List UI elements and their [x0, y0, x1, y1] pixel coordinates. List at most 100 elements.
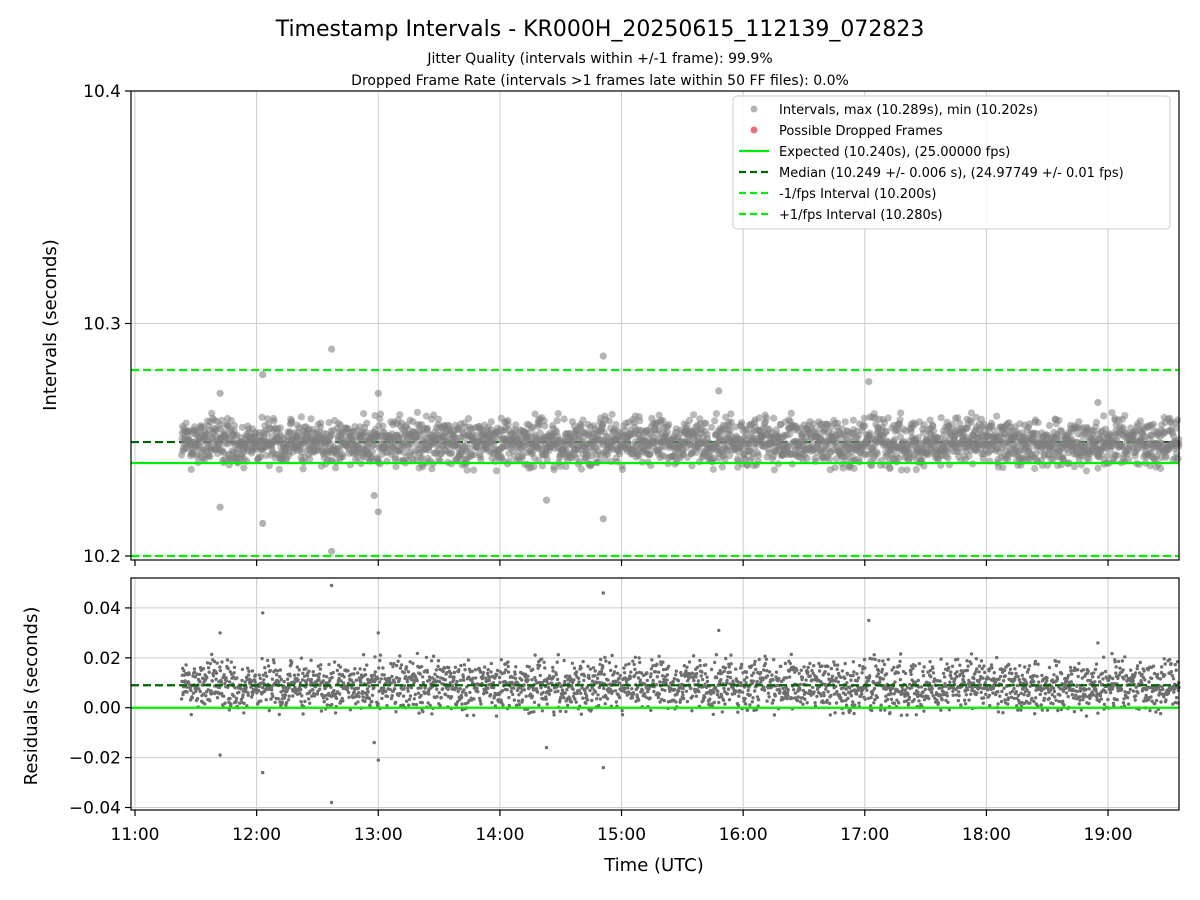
residual-point: [453, 665, 458, 669]
residual-point: [723, 666, 728, 670]
residual-point: [512, 686, 516, 690]
residual-point: [376, 676, 380, 681]
residual-point: [464, 693, 468, 697]
residual-point: [356, 686, 361, 690]
residual-point: [801, 702, 805, 706]
residual-point: [607, 661, 612, 665]
residual-point: [332, 688, 336, 693]
bottom-residual-points: [131, 583, 1181, 805]
residual-point: [823, 670, 827, 674]
residual-point: [547, 692, 551, 696]
residual-point: [352, 672, 356, 676]
residual-point: [456, 689, 460, 694]
interval-point: [299, 465, 307, 473]
residual-point: [574, 670, 579, 674]
residual-point: [392, 687, 397, 691]
legend-label-intervals: Intervals, max (10.289s), min (10.202s): [779, 103, 1038, 118]
residual-point: [834, 676, 838, 680]
interval-point: [1034, 418, 1042, 427]
interval-point: [1092, 418, 1101, 426]
interval-point: [472, 431, 480, 439]
residual-point: [602, 686, 606, 691]
residual-point: [772, 657, 776, 662]
residual-point: [259, 699, 263, 703]
interval-point: [536, 429, 544, 437]
residual-point: [239, 687, 243, 691]
residual-point: [586, 664, 590, 668]
residual-point: [618, 674, 623, 678]
residual-point: [662, 698, 666, 703]
residual-point: [844, 703, 849, 707]
residual-point: [834, 701, 839, 705]
residual-point: [492, 686, 496, 690]
residual-point: [489, 670, 493, 674]
residual-point: [394, 700, 398, 704]
residual-point: [808, 661, 812, 666]
interval-point: [487, 418, 495, 426]
residual-point: [486, 668, 490, 672]
interval-point: [562, 463, 570, 471]
residual-point: [781, 686, 785, 691]
residual-point: [674, 669, 678, 673]
residual-point: [308, 701, 312, 705]
residual-point: [285, 677, 290, 681]
interval-outlier-point: [542, 496, 551, 504]
residual-point: [417, 711, 421, 715]
residual-point: [622, 666, 626, 670]
legend-label-median: Median (10.249 +/- 0.006 s), (24.97749 +…: [779, 166, 1124, 181]
interval-point: [665, 420, 673, 428]
interval-point: [413, 408, 421, 416]
residual-point: [201, 667, 206, 671]
residual-point: [229, 660, 233, 664]
residual-point: [472, 697, 476, 701]
residual-point: [494, 714, 499, 718]
residual-point: [638, 678, 643, 682]
residual-point: [278, 668, 283, 672]
residual-point: [342, 675, 346, 679]
residual-point: [795, 698, 800, 703]
chart-subtitle-dropped: Dropped Frame Rate (intervals >1 frames …: [351, 73, 849, 89]
residual-point: [330, 675, 334, 680]
interval-point: [512, 421, 520, 429]
residual-point: [299, 656, 304, 660]
residual-point: [372, 686, 376, 690]
interval-outlier-point: [1094, 398, 1102, 407]
residual-point: [370, 693, 375, 697]
residual-point: [591, 666, 596, 670]
interval-point: [448, 449, 456, 457]
residual-point: [843, 676, 847, 681]
residual-point: [610, 653, 614, 658]
residual-point: [680, 690, 685, 694]
interval-point: [770, 414, 778, 422]
residual-point: [590, 679, 595, 683]
residual-point: [241, 693, 245, 697]
residual-point: [835, 667, 839, 671]
top-ytick-label-2: 10.4: [83, 82, 121, 102]
residual-point: [411, 702, 415, 706]
residual-point: [208, 661, 212, 666]
residual-point: [307, 669, 311, 673]
residual-point: [858, 663, 862, 668]
residual-point: [516, 699, 521, 703]
residual-point: [763, 688, 767, 692]
residual-point: [427, 692, 431, 696]
residual-point: [786, 693, 790, 698]
residual-point: [270, 688, 274, 692]
residual-point: [862, 657, 867, 662]
residual-point: [457, 668, 461, 672]
residual-point: [672, 687, 677, 692]
residual-point: [264, 674, 269, 678]
residual-point: [219, 680, 223, 684]
residual-point: [619, 684, 624, 688]
residual-point: [826, 690, 830, 694]
residual-point: [694, 694, 699, 698]
interval-point: [646, 450, 654, 458]
residual-point: [812, 664, 816, 668]
chart-subtitle-jitter: Jitter Quality (intervals within +/-1 fr…: [426, 51, 772, 67]
residual-point: [595, 676, 600, 680]
interval-outlier-point: [328, 345, 336, 353]
residual-point: [549, 688, 553, 693]
residual-point: [290, 660, 294, 665]
residual-point: [722, 669, 726, 673]
residual-point: [757, 657, 761, 662]
